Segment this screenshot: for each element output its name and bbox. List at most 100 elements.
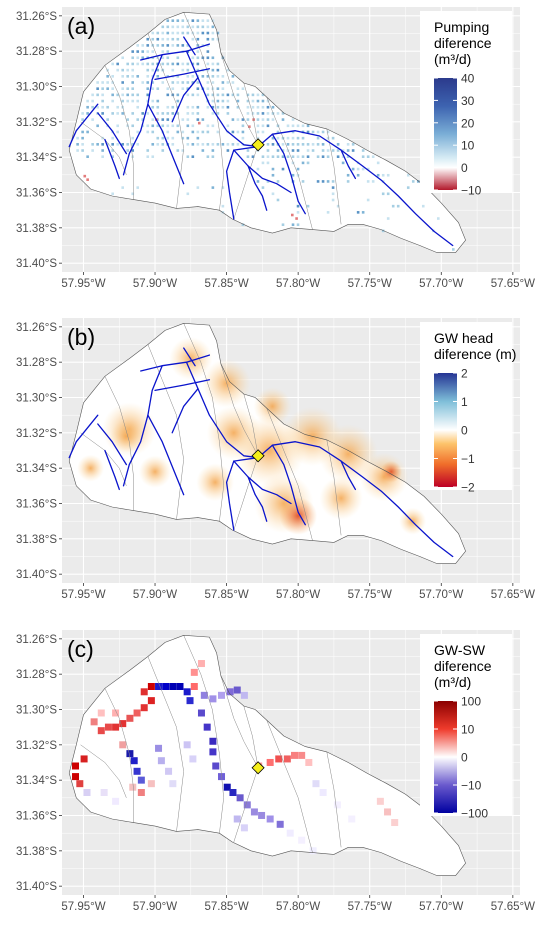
pumping-cell: [116, 124, 119, 128]
pumping-cell: [131, 68, 135, 72]
head-blob: [196, 463, 235, 502]
pumping-cell: [91, 118, 94, 121]
pumping-cell: [331, 186, 335, 189]
subbasin-divide: [233, 767, 259, 843]
pumping-cell: [166, 25, 170, 29]
pumping-cell: [76, 149, 79, 152]
pumping-cell: [331, 198, 335, 202]
pumping-cell: [171, 62, 175, 66]
gwsw-cell: [291, 751, 298, 759]
x-tick-label: 57.90°W: [133, 589, 177, 601]
pumping-cell: [141, 124, 145, 128]
gwsw-cell: [298, 836, 306, 844]
pumping-cell: [356, 211, 360, 214]
subbasin-divide: [233, 455, 259, 531]
legend-title-line: GW-SW: [434, 642, 486, 658]
pumping-cell: [136, 143, 140, 146]
pumping-cell: [256, 136, 260, 140]
pumping-cell: [166, 124, 170, 128]
pumping-cell: [296, 173, 300, 177]
gwsw-cell: [212, 762, 220, 770]
pumping-cell: [146, 87, 150, 90]
gwsw-cell: [309, 847, 317, 855]
pumping-cell: [76, 136, 79, 140]
pumping-cell: [331, 192, 335, 196]
river: [233, 460, 292, 505]
pumping-cell: [161, 118, 165, 121]
pumping-cell: [196, 105, 200, 109]
pumping-cell: [186, 50, 190, 53]
pumping-cell: [131, 112, 135, 115]
pumping-cell: [121, 75, 124, 78]
pumping-cell: [196, 44, 200, 47]
pumping-cell: [176, 44, 180, 47]
subbasin-divides: [80, 323, 342, 541]
pumping-cell: [176, 25, 180, 29]
pumping-cell: [391, 204, 395, 208]
gwsw-cell: [147, 683, 155, 690]
river: [68, 103, 99, 148]
pumping-cell: [191, 143, 195, 146]
pumping-cell: [306, 149, 310, 152]
pumping-cell: [151, 105, 155, 109]
pumping-cell: [261, 161, 265, 165]
pumping-cell: [266, 105, 270, 109]
pumping-cell: [146, 155, 150, 158]
pumping-cell: [436, 217, 440, 220]
pumping-cell: [126, 87, 130, 90]
pumping-cell: [136, 93, 140, 97]
pumping-cell: [266, 149, 270, 152]
pumping-cell: [231, 130, 235, 134]
pumping-cell: [271, 112, 275, 115]
river: [97, 423, 128, 466]
pumping-cell: [256, 99, 260, 103]
pumping-cell: [101, 105, 104, 109]
pumping-cell: [281, 143, 285, 146]
pumping-cell: [321, 149, 325, 152]
pumping-cell: [266, 124, 270, 128]
x-tick-label: 57.80°W: [276, 901, 320, 913]
pumping-cell: [166, 112, 170, 115]
colorbar-tick-label: 30: [461, 94, 475, 108]
gwsw-cell: [391, 819, 399, 827]
pumping-cell: [136, 75, 140, 78]
pumping-cell: [121, 87, 124, 90]
gwsw-cell: [140, 704, 148, 712]
pumping-cell: [186, 25, 190, 29]
pumping-cell: [211, 31, 215, 35]
gwsw-cell: [72, 773, 80, 781]
pumping-cell: [181, 25, 185, 29]
pumping-cell: [246, 118, 250, 121]
pumping-cell: [121, 93, 124, 97]
pumping-cell: [186, 75, 190, 78]
pumping-cell: [196, 50, 200, 53]
pumping-cell: [301, 143, 305, 146]
pumping-cell: [371, 180, 375, 183]
pumping-cell: [291, 130, 295, 134]
pumping-cell: [316, 155, 320, 158]
pumping-cell: [166, 37, 170, 41]
pumping-cell: [176, 37, 180, 41]
pumping-cell: [406, 186, 410, 189]
river: [171, 77, 199, 123]
pumping-cell: [381, 173, 385, 177]
pumping-cell: [201, 118, 205, 121]
gwsw-cell: [90, 718, 98, 726]
x-tick-label: 57.85°W: [204, 901, 248, 913]
pumping-cell: [236, 130, 240, 134]
pumping-cell: [256, 105, 260, 109]
gwsw-cell: [133, 767, 141, 775]
pumping-cell: [96, 81, 99, 84]
gwsw-cell: [203, 723, 211, 731]
pumping-cell: [256, 180, 260, 183]
pumping-cell: [161, 81, 165, 84]
pumping-cell: [126, 93, 130, 97]
pumping-cell: [351, 143, 355, 146]
pumping-cell: [151, 31, 155, 35]
pumping-cell: [191, 25, 195, 29]
pumping-cell: [176, 75, 180, 78]
pumping-cell: [306, 161, 310, 165]
pumping-cell: [186, 118, 190, 121]
pumping-cell: [301, 155, 305, 158]
pumping-cell: [196, 68, 200, 72]
